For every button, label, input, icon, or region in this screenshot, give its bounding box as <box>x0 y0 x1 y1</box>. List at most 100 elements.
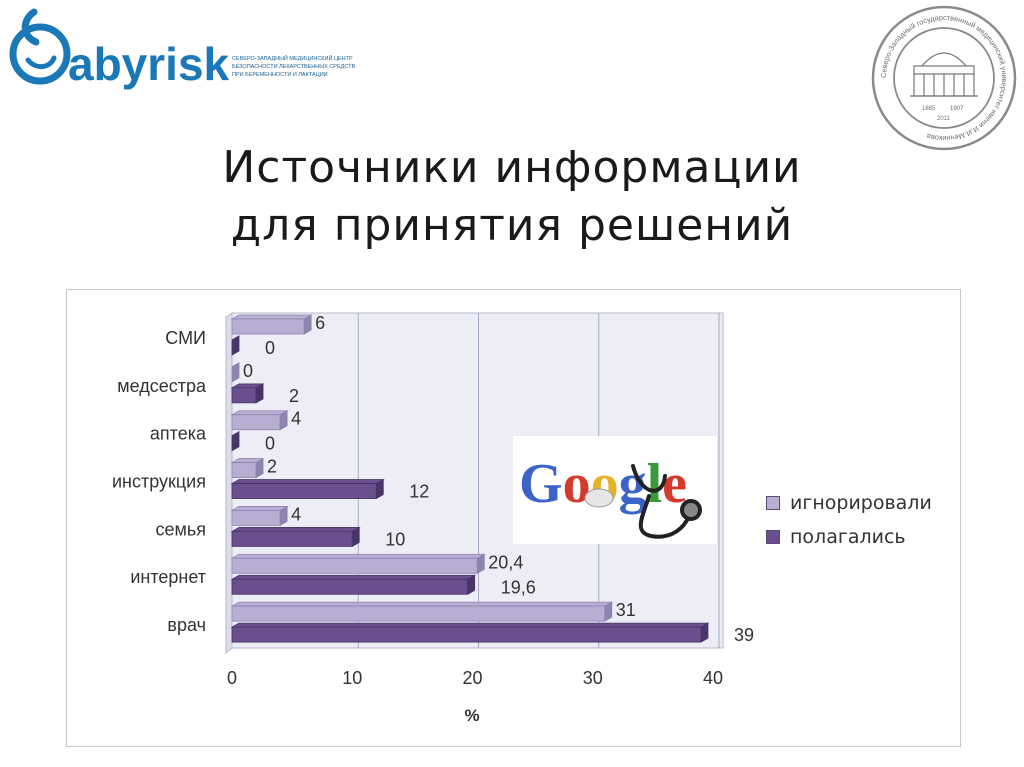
bar-relied <box>230 526 361 548</box>
bar-end-cap <box>231 431 240 452</box>
x-axis-label: % <box>464 706 479 725</box>
chart-frame <box>66 289 961 747</box>
data-label: 2 <box>267 457 277 477</box>
bar-relied <box>231 431 240 452</box>
data-label: 10 <box>385 529 405 549</box>
seal-year-left: 1885 <box>922 106 936 112</box>
bar-front-face <box>231 387 257 404</box>
legend-label-relied: полагались <box>790 526 906 548</box>
data-label: 39 <box>734 625 754 645</box>
university-seal: Северо-Западный государственный медицинс… <box>871 5 1017 151</box>
bar-top-face <box>230 601 614 607</box>
bar-relied <box>230 574 477 595</box>
category-label: аптека <box>150 424 207 444</box>
bar-front-face <box>231 318 305 335</box>
bar-relied <box>230 478 385 500</box>
bar-top-face <box>230 622 710 628</box>
bar-end-cap <box>231 335 240 356</box>
bar-end-cap <box>255 457 264 479</box>
data-label: 19,6 <box>501 577 536 597</box>
category-label: врач <box>167 615 206 635</box>
bar-relied <box>231 335 240 356</box>
bar-top-face <box>230 527 361 532</box>
logo-org-line3: ПРИ БЕРЕМЕННОСТИ И ЛАКТАЦИИ <box>232 72 328 78</box>
bar-end-cap <box>279 505 288 527</box>
seal-year-right: 1907 <box>950 106 964 112</box>
bar-ignored <box>230 553 486 574</box>
google-stethoscope-image: Google <box>513 436 717 544</box>
data-label: 20,4 <box>488 552 523 572</box>
bar-relied <box>230 383 265 404</box>
category-label: медсестра <box>117 376 207 396</box>
bar-top-face <box>230 574 477 580</box>
building-icon <box>910 52 978 97</box>
bar-end-cap <box>476 553 485 574</box>
bar-ignored <box>230 314 313 335</box>
babyrisk-logo: abyrisk СЕВЕРО-ЗАПАДНЫЙ МЕДИЦИНСКИЙ ЦЕНТ… <box>9 8 355 90</box>
legend-item-relied: полагались <box>766 520 932 554</box>
x-tick-label: 30 <box>583 668 603 688</box>
legend-item-ignored: игнорировали <box>766 486 932 520</box>
data-label: 4 <box>291 409 301 429</box>
bar-end-cap <box>351 526 360 548</box>
slide-title-line1: Источники информации <box>222 142 802 193</box>
google-letter: G <box>519 453 563 515</box>
bar-top-face <box>230 553 486 559</box>
category-label: СМИ <box>165 328 206 348</box>
bar-end-cap <box>255 383 264 404</box>
category-label: инструкция <box>112 472 206 492</box>
bar-end-cap <box>303 314 312 335</box>
bar-end-cap <box>375 478 384 500</box>
bar-end-cap <box>279 410 288 431</box>
bar-front-face <box>231 578 469 595</box>
bar-front-face <box>231 462 257 478</box>
category-label: семья <box>155 519 206 539</box>
bar-top-face <box>230 506 289 511</box>
data-label: 6 <box>315 313 325 333</box>
bar-front-face <box>231 626 702 643</box>
data-label: 12 <box>409 482 429 502</box>
logo-org-line1: СЕВЕРО-ЗАПАДНЫЙ МЕДИЦИНСКИЙ ЦЕНТР <box>232 54 353 62</box>
legend-swatch-relied <box>766 530 780 544</box>
bar-top-face <box>230 410 289 416</box>
x-tick-label: 10 <box>342 668 362 688</box>
plot-side-wall <box>225 312 233 655</box>
category-label: интернет <box>130 567 206 587</box>
bar-ignored <box>230 457 265 479</box>
bar-end-cap <box>604 601 613 622</box>
bar-end-cap <box>231 362 240 383</box>
data-label: 2 <box>289 386 299 406</box>
bar-front-face <box>231 414 281 431</box>
data-label: 31 <box>616 600 636 620</box>
legend-swatch-ignored <box>766 496 780 510</box>
bar-end-cap <box>700 622 709 643</box>
bar-front-face <box>231 531 353 547</box>
x-tick-label: 0 <box>227 668 237 688</box>
bar-top-face <box>230 479 385 484</box>
bar-ignored <box>231 362 240 383</box>
bar-relied <box>230 622 710 643</box>
bar-end-cap <box>467 574 476 595</box>
data-label: 0 <box>243 361 253 381</box>
bar-ignored <box>230 410 289 431</box>
slide-title-line2: для принятия решений <box>230 200 794 251</box>
x-tick-label: 40 <box>703 668 723 688</box>
logo-org-line2: БЕЗОПАСНОСТИ ЛЕКАРСТВЕННЫХ СРЕДСТВ <box>232 64 355 70</box>
data-label: 4 <box>291 504 301 524</box>
bar-front-face <box>231 483 377 499</box>
x-tick-label: 20 <box>462 668 482 688</box>
legend-label-ignored: игнорировали <box>790 492 932 514</box>
bar-ignored <box>230 601 614 622</box>
bar-front-face <box>231 605 606 622</box>
bar-front-face <box>231 510 281 526</box>
chart-legend: игнорировали полагались <box>766 486 932 554</box>
bar-front-face <box>231 557 478 574</box>
seal-year-bottom: 2011 <box>937 116 951 122</box>
logo-brand-text: abyrisk <box>68 38 230 90</box>
stethoscope-icon <box>631 464 702 539</box>
data-label: 0 <box>265 338 275 358</box>
data-label: 0 <box>265 434 275 454</box>
bar-top-face <box>230 314 313 320</box>
bar-ignored <box>230 505 289 527</box>
